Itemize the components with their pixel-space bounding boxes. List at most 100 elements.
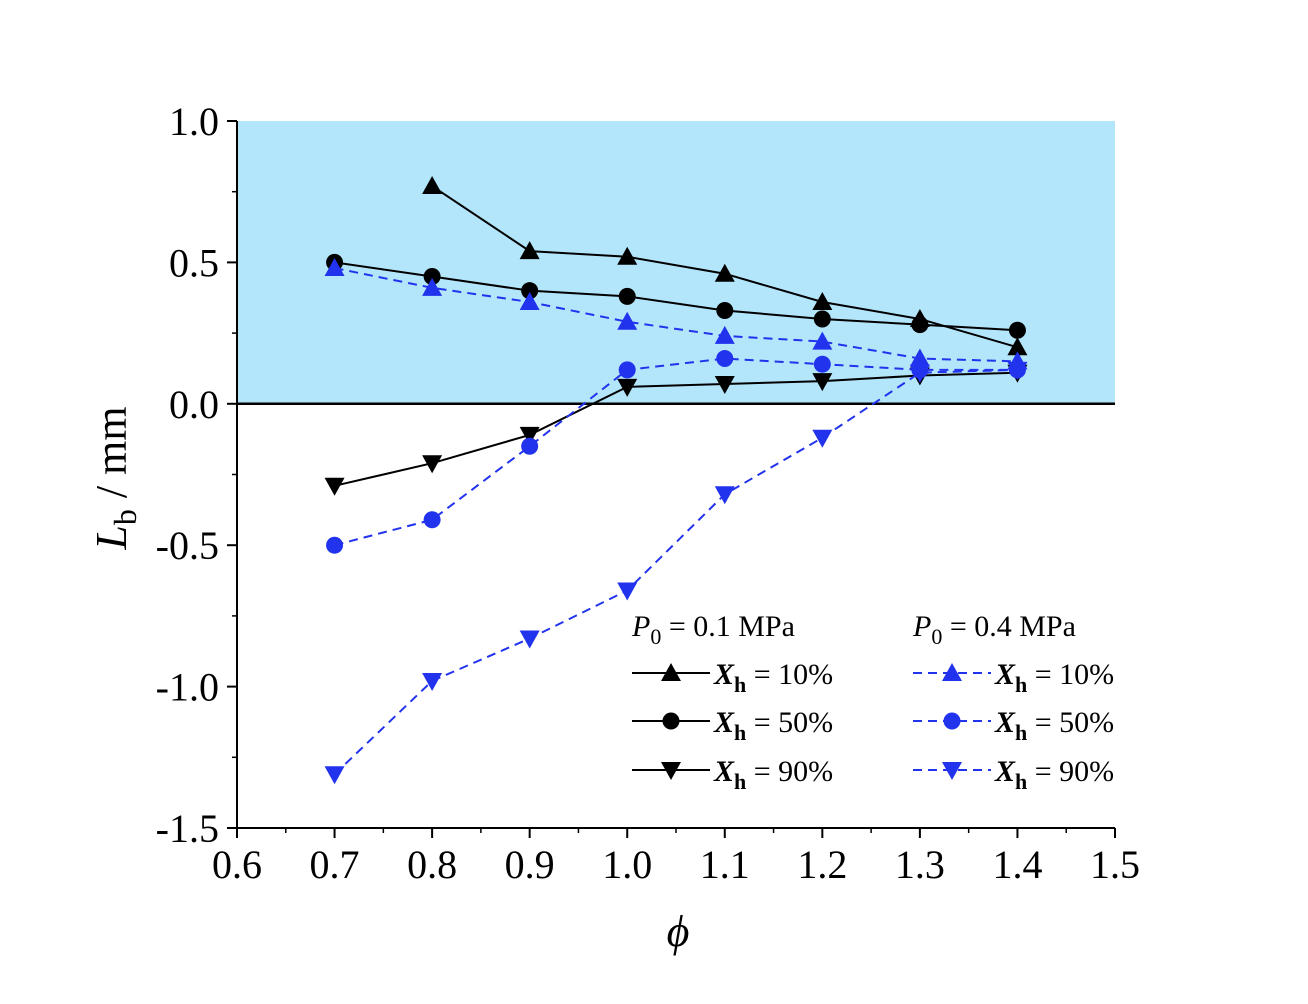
y-axis-title-main: L [87, 525, 136, 550]
data-point-4 [519, 291, 540, 310]
data-point-5 [813, 355, 831, 373]
data-point-4 [422, 277, 443, 296]
y-tick-label: 0.0 [169, 382, 219, 427]
legend-marker-4 [942, 663, 962, 681]
legend-label-3: Xh = 90% [713, 755, 833, 794]
legend-marker-3 [661, 762, 681, 780]
data-point-4 [714, 325, 735, 344]
data-point-3 [714, 376, 735, 395]
shaded-region [237, 121, 1115, 404]
data-point-2 [716, 301, 734, 319]
legend-marker-6 [942, 762, 962, 780]
data-point-4 [812, 331, 833, 350]
data-point-3 [812, 373, 833, 392]
x-tick-label: 0.8 [407, 842, 457, 887]
x-tick-label: 1.3 [895, 842, 945, 887]
x-tick-label: 1.2 [797, 842, 847, 887]
x-tick-label: 1.5 [1090, 842, 1140, 887]
x-tick-label: 0.9 [505, 842, 555, 887]
data-point-2 [813, 310, 831, 328]
data-point-2 [911, 316, 929, 334]
data-point-5 [423, 511, 441, 529]
legend-label-sub: h [734, 769, 746, 794]
data-point-3 [324, 477, 345, 496]
legend-marker-5 [943, 712, 961, 730]
legend-label-rest: = 10% [746, 658, 833, 691]
data-point-2 [618, 287, 636, 305]
legend-label-main: X [713, 706, 735, 739]
y-axis-title: Lb / mm [87, 406, 143, 550]
data-point-5 [716, 350, 734, 368]
data-point-4 [617, 311, 638, 330]
data-point-1 [617, 246, 638, 265]
data-point-6 [714, 486, 735, 505]
data-point-2 [423, 268, 441, 286]
data-point-5 [326, 536, 344, 554]
legend-label-main: X [713, 755, 735, 788]
data-point-6 [909, 364, 930, 383]
data-point-4 [324, 258, 345, 277]
legend-label-main: X [994, 706, 1016, 739]
x-tick-label: 1.4 [992, 842, 1042, 887]
series-line-4 [334, 267, 1018, 363]
data-point-6 [324, 766, 345, 785]
legend-marker-2 [662, 712, 680, 730]
legend-label-sub: h [734, 720, 746, 745]
data-point-1 [714, 263, 735, 282]
legend-label-sub: h [1015, 672, 1027, 697]
legend-label-4: Xh = 10% [994, 658, 1114, 697]
series-line-3 [334, 371, 1018, 487]
legend-group-title-sub: 0 [931, 624, 942, 649]
x-tick-label: 0.6 [212, 842, 262, 887]
data-point-1 [1007, 337, 1028, 356]
data-point-6 [1007, 361, 1028, 380]
legend-label-main: X [713, 658, 735, 691]
data-point-4 [909, 348, 930, 367]
legend-label-sub: h [1015, 769, 1027, 794]
legend-marker-1 [661, 663, 681, 681]
legend-label-rest: = 50% [1027, 706, 1114, 739]
legend-label-sub: h [734, 672, 746, 697]
y-tick-label: -1.0 [156, 665, 219, 710]
data-point-6 [617, 582, 638, 601]
y-axis-title-unit: / mm [87, 406, 136, 509]
data-point-6 [422, 672, 443, 691]
legend-group-title-sub: 0 [650, 624, 661, 649]
series-line-6 [333, 368, 1018, 775]
data-point-6 [812, 429, 833, 448]
legend-label-main: X [994, 658, 1016, 691]
x-tick-label: 1.0 [602, 842, 652, 887]
data-point-5 [521, 437, 539, 455]
y-tick-label: -1.5 [156, 806, 219, 851]
legend-label-2: Xh = 50% [713, 706, 833, 745]
legend-group-title: P0 = 0.1 MPa [631, 610, 795, 649]
legend-label-rest: = 90% [1027, 755, 1114, 788]
legend-label-5: Xh = 50% [994, 706, 1114, 745]
data-point-1 [519, 241, 540, 260]
data-point-5 [618, 361, 636, 379]
data-point-2 [521, 282, 539, 300]
legend-label-rest: = 90% [746, 755, 833, 788]
legend-group-title-rest: = 0.1 MPa [661, 610, 795, 643]
y-tick-label: -0.5 [156, 523, 219, 568]
y-tick-label: 1.0 [169, 99, 219, 144]
y-axis-title-sub: b [107, 509, 143, 525]
legend-group-title-main: P [631, 610, 650, 643]
data-point-1 [812, 291, 833, 310]
legend-group-title-main: P [912, 610, 931, 643]
legend-label-sub: h [1015, 720, 1027, 745]
x-tick-label: 0.7 [310, 842, 360, 887]
legend-label-main: X [994, 755, 1016, 788]
series-line-2 [334, 261, 1018, 332]
legend-label-rest: = 10% [1027, 658, 1114, 691]
data-point-1 [422, 176, 443, 195]
y-tick-label: 0.5 [169, 240, 219, 285]
legend-label-6: Xh = 90% [994, 755, 1114, 794]
legend-group-title: P0 = 0.4 MPa [912, 610, 1076, 649]
legend-label-1: Xh = 10% [713, 658, 833, 697]
series-line-5 [334, 357, 1018, 547]
data-point-2 [1008, 321, 1026, 339]
data-point-3 [617, 378, 638, 397]
x-tick-label: 1.1 [700, 842, 750, 887]
